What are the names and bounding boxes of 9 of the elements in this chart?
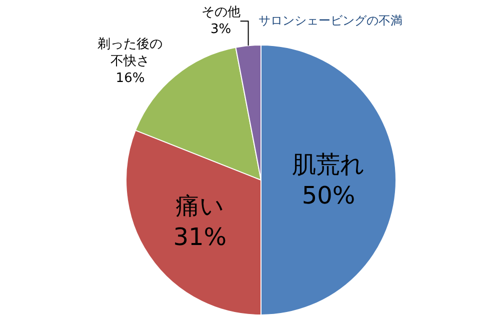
text: サロンシェービングの不満 [258,14,402,28]
data-label: 31% [173,223,227,252]
data-label: 3% [210,22,232,38]
slice-label: 肌荒れ [292,150,365,178]
data-label: 16% [116,70,145,86]
slice-label: 剃った後の不快さ [98,37,163,69]
data-label: 50% [302,182,356,210]
slice-label: その他 [201,5,240,20]
slice-label: 痛い [175,192,224,220]
